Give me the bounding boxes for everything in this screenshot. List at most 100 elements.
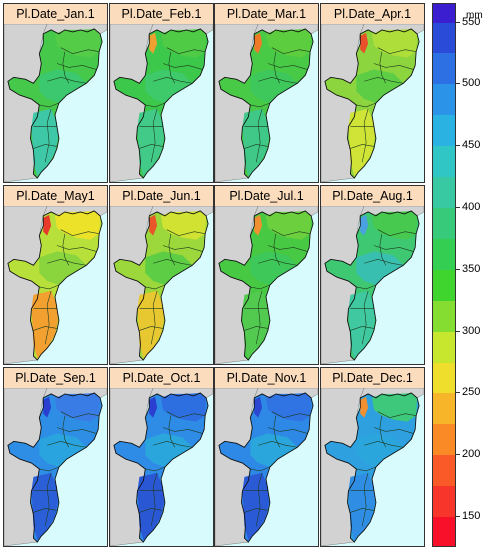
province-border bbox=[60, 47, 100, 54]
colorbar-bin bbox=[433, 84, 455, 116]
province-border bbox=[56, 427, 97, 434]
province-border bbox=[244, 144, 269, 149]
lake-region-highlight bbox=[43, 214, 52, 236]
colorbar-bin bbox=[433, 393, 455, 425]
colorbar-tick-label: 200 bbox=[462, 448, 481, 461]
map-panel: Pl.Date_Mar.1 bbox=[214, 3, 319, 183]
country-outline bbox=[7, 210, 103, 361]
province-border bbox=[373, 245, 414, 252]
colorbar-bin bbox=[433, 22, 455, 54]
central-region bbox=[145, 433, 193, 467]
colorbar-bin bbox=[433, 177, 455, 208]
colorbar-bin bbox=[433, 486, 455, 518]
mozambique-map bbox=[110, 24, 213, 182]
province-border bbox=[244, 508, 269, 513]
province-border bbox=[153, 259, 193, 266]
panel-title: Pl.Date_Feb.1 bbox=[110, 4, 213, 25]
colorbar-tick bbox=[456, 516, 460, 518]
province-border bbox=[364, 259, 404, 266]
province-border bbox=[60, 229, 100, 236]
map-panel: Pl.Date_Jun.1 bbox=[109, 185, 214, 365]
central-region bbox=[250, 251, 298, 285]
lake-region-highlight bbox=[149, 396, 158, 418]
southern-region bbox=[31, 290, 58, 359]
southern-region bbox=[348, 108, 375, 177]
province-border bbox=[379, 233, 387, 266]
map-area bbox=[215, 24, 318, 182]
map-panel: Pl.Date_Jan.1 bbox=[3, 3, 108, 183]
province-border bbox=[47, 259, 87, 266]
province-border bbox=[150, 472, 158, 527]
province-border bbox=[168, 51, 176, 84]
province-border bbox=[244, 326, 269, 331]
panel-title: Pl.Date_Sep.1 bbox=[4, 368, 107, 389]
map-area bbox=[321, 24, 424, 182]
province-border bbox=[44, 108, 52, 163]
central-region bbox=[356, 69, 404, 103]
central-region bbox=[250, 433, 298, 467]
map-panel: Pl.Date_Feb.1 bbox=[109, 3, 214, 183]
map-panel: Pl.Date_Apr.1 bbox=[320, 3, 425, 183]
province-border bbox=[356, 466, 377, 472]
province-border bbox=[273, 415, 281, 448]
province-border bbox=[350, 144, 375, 149]
southern-region bbox=[137, 290, 164, 359]
province-border bbox=[267, 63, 308, 70]
colorbar-tick bbox=[456, 268, 460, 270]
colorbar-bin bbox=[433, 269, 455, 301]
colorbar bbox=[432, 3, 456, 547]
southern-region bbox=[242, 472, 269, 541]
colorbar-bin bbox=[433, 517, 455, 546]
province-border bbox=[377, 411, 417, 418]
province-border bbox=[361, 290, 369, 345]
province-border bbox=[255, 290, 263, 345]
province-border bbox=[153, 77, 193, 84]
province-border bbox=[150, 108, 158, 163]
map-area bbox=[110, 24, 213, 182]
lake-region-highlight bbox=[254, 32, 263, 54]
central-region bbox=[39, 69, 87, 103]
country-outline bbox=[218, 210, 314, 361]
province-border bbox=[258, 77, 298, 84]
province-border bbox=[145, 466, 166, 472]
colorbar-tick bbox=[456, 207, 460, 208]
map-panels-grid: Pl.Date_Jan.1 Pl.Date_Feb.1 Pl.Date_Mar.1 P… bbox=[3, 3, 425, 547]
panel-title: Pl.Date_Jun.1 bbox=[110, 186, 213, 207]
mozambique-map bbox=[321, 24, 424, 182]
southern-region bbox=[137, 108, 164, 177]
province-border bbox=[47, 77, 87, 84]
country-outline bbox=[7, 28, 103, 179]
colorbar-tick bbox=[456, 454, 460, 456]
country-outline bbox=[218, 28, 314, 179]
province-border bbox=[145, 284, 166, 290]
central-region bbox=[250, 69, 298, 103]
central-region bbox=[145, 69, 193, 103]
colorbar-unit-label: mm bbox=[466, 10, 483, 21]
mozambique-map bbox=[4, 206, 107, 364]
province-border bbox=[258, 259, 298, 266]
province-border bbox=[364, 77, 404, 84]
map-area bbox=[215, 206, 318, 364]
colorbar-tick-label: 450 bbox=[462, 139, 481, 152]
panel-title: Pl.Date_Apr.1 bbox=[321, 4, 424, 25]
colorbar-bin bbox=[433, 115, 455, 147]
lake-region-highlight bbox=[43, 396, 52, 418]
province-border bbox=[162, 427, 203, 434]
mozambique-map bbox=[321, 206, 424, 364]
province-border bbox=[153, 441, 193, 448]
province-border bbox=[373, 63, 414, 70]
province-border bbox=[44, 472, 52, 527]
province-border bbox=[377, 47, 417, 54]
panel-title: Pl.Date_Mar.1 bbox=[215, 4, 318, 25]
province-border bbox=[145, 102, 166, 108]
southern-region bbox=[242, 108, 269, 177]
province-border bbox=[39, 284, 60, 290]
panel-title: Pl.Date_May1 bbox=[4, 186, 107, 207]
panel-title: Pl.Date_Dec.1 bbox=[321, 368, 424, 389]
country-outline bbox=[324, 28, 420, 179]
province-border bbox=[273, 233, 281, 266]
province-border bbox=[258, 441, 298, 448]
province-border bbox=[139, 508, 164, 513]
map-area bbox=[4, 388, 107, 546]
province-border bbox=[33, 508, 58, 513]
